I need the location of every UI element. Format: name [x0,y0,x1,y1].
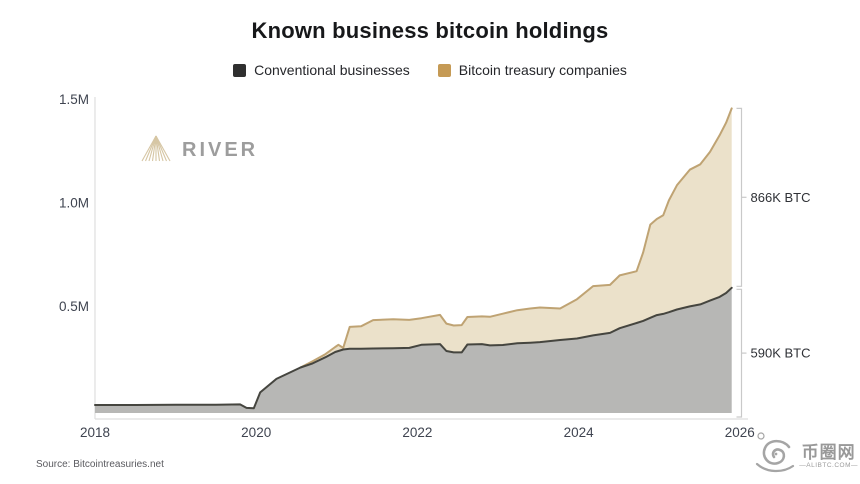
svg-text:2026: 2026 [725,425,755,440]
source-note: Source: Bitcointreasuries.net [36,459,164,470]
legend-item-conventional: Conventional businesses [233,62,410,78]
legend-item-treasury: Bitcoin treasury companies [437,62,627,78]
svg-text:1.5M: 1.5M [59,92,89,107]
site-watermark-domain: —ALIBTC.COM— [799,461,858,469]
legend: Conventional businesses Bitcoin treasury… [0,62,860,78]
site-watermark: 币圈网 —ALIBTC.COM— [753,431,858,482]
river-mountain-icon [139,133,173,168]
site-watermark-swirl-icon [753,431,797,482]
svg-text:2020: 2020 [241,425,271,440]
svg-text:2024: 2024 [564,425,595,440]
svg-text:1.0M: 1.0M [59,195,89,210]
conventional-swatch-icon [233,63,247,77]
svg-text:590K BTC: 590K BTC [751,346,811,361]
river-logo-text: RIVER [182,139,259,161]
svg-text:0.5M: 0.5M [59,299,89,314]
svg-text:2018: 2018 [80,425,110,440]
chart-title: Known business bitcoin holdings [251,18,609,43]
svg-text:866K BTC: 866K BTC [751,190,811,205]
river-logo: RIVER [139,133,258,168]
legend-label-conventional: Conventional businesses [254,62,410,78]
svg-text:2022: 2022 [402,425,432,440]
site-watermark-name: 币圈网 [801,442,856,462]
treasury-swatch-icon [437,63,451,77]
legend-label-treasury: Bitcoin treasury companies [458,62,627,78]
